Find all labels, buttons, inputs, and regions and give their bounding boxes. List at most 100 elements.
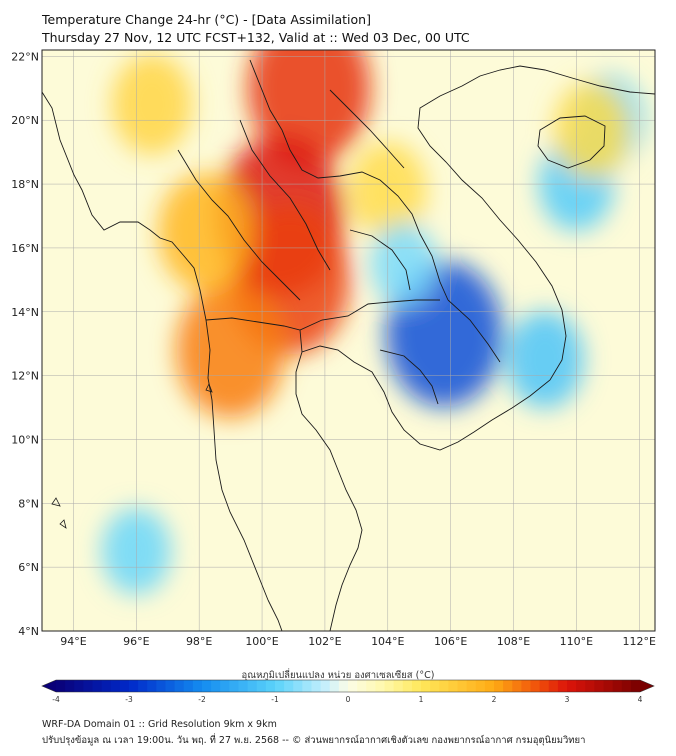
colorbar-cell <box>475 680 486 692</box>
colorbar-cell <box>548 680 559 692</box>
colorbar-cell <box>567 680 577 692</box>
colorbar-cell <box>357 680 367 692</box>
colorbar-tick-label: 2 <box>492 695 497 704</box>
colorbar-cell <box>138 680 148 692</box>
colorbar-cell <box>448 680 458 692</box>
lon-label: 96°E <box>123 635 149 648</box>
colorbar-cell <box>284 680 294 692</box>
temperature-anomaly-8 <box>370 222 437 306</box>
colorbar-cell <box>530 680 541 692</box>
colorbar-cell <box>229 680 239 692</box>
colorbar-tick-label: 0 <box>346 695 351 704</box>
colorbar-cell <box>393 680 404 692</box>
colorbar-cell <box>457 680 468 692</box>
colorbar-cell <box>202 680 212 692</box>
colorbar-cell <box>92 680 103 692</box>
colorbar-cell <box>311 680 322 692</box>
colorbar-cell <box>348 680 358 692</box>
temperature-anomaly-3 <box>176 282 285 418</box>
colorbar-cell <box>612 680 623 692</box>
colorbar-cell <box>156 680 166 692</box>
lat-label: 20°N <box>11 114 39 127</box>
colorbar-cell <box>238 680 249 692</box>
colorbar-cell <box>512 680 522 692</box>
colorbar-cell <box>74 680 84 692</box>
colorbar-cell <box>439 680 449 692</box>
lon-label: 110°E <box>560 635 593 648</box>
colorbar-cell <box>220 680 230 692</box>
colorbar-cell <box>256 680 267 692</box>
temperature-anomaly-5 <box>111 54 193 155</box>
lat-label: 8°N <box>18 497 39 510</box>
colorbar-cell <box>521 680 531 692</box>
colorbar-title: อุณหภูมิเปลี่ยนแปลง หน่วย องศาเซลเซียส (… <box>241 670 435 681</box>
colorbar-tick-label: -3 <box>125 695 133 704</box>
lon-label: 112°E <box>623 635 656 648</box>
colorbar-cell <box>265 680 276 692</box>
colorbar-max-arrow <box>640 680 654 692</box>
colorbar-tick-label: 3 <box>565 695 570 704</box>
colorbar-cell <box>366 680 376 692</box>
colorbar-cell <box>110 680 121 692</box>
colorbar-cell <box>630 680 641 692</box>
colorbar-tick-label: -2 <box>198 695 206 704</box>
colorbar-cell <box>275 680 285 692</box>
lon-label: 104°E <box>371 635 404 648</box>
colorbar-border <box>41 679 655 693</box>
plot-frame <box>41 49 656 632</box>
colorbar-cell <box>402 680 413 692</box>
temperature-anomaly-9 <box>506 311 584 409</box>
colorbar-cell <box>329 680 340 692</box>
lon-label: 98°E <box>186 635 212 648</box>
colorbar-tick-label: 1 <box>419 695 424 704</box>
coastline-and-borders <box>42 59 655 631</box>
update-credit: ปรับปรุงข้อมูล ณ เวลา 19:00น. วัน พฤ. ที… <box>42 735 586 746</box>
colorbar-cell <box>503 680 513 692</box>
colorbar-cell <box>293 680 303 692</box>
colorbar-cell <box>338 680 349 692</box>
map-title: Temperature Change 24-hr (°C) - [Data As… <box>42 12 371 27</box>
temperature-change-map: 94°E 96°E 98°E 100°E 102°E 104°E 106°E 108°E 110… <box>11 49 656 648</box>
colorbar-cell <box>576 680 586 692</box>
lon-label: 102°E <box>308 635 341 648</box>
colorbar-cell <box>165 680 176 692</box>
colorbar-cell <box>484 680 495 692</box>
colorbar-tick-label: -1 <box>271 695 279 704</box>
colorbar-cell <box>192 680 203 692</box>
colorbar-cell <box>129 680 139 692</box>
colorbar-tick-label: 4 <box>638 695 643 704</box>
colorbar-cell <box>384 680 395 692</box>
lat-label: 22°N <box>11 50 39 63</box>
colorbar-cell <box>430 680 440 692</box>
lon-label: 100°E <box>245 635 278 648</box>
colorbar-cell <box>83 680 93 692</box>
map-subtitle: Thursday 27 Nov, 12 UTC FCST+132, Valid … <box>42 30 470 45</box>
colorbar-cell <box>56 680 66 692</box>
lat-label: 4°N <box>18 625 39 638</box>
lat-label: 18°N <box>11 178 39 191</box>
colorbar-cell <box>411 680 422 692</box>
colorbar-cell <box>466 680 477 692</box>
colorbar-cell <box>247 680 258 692</box>
colorbar-cell <box>119 680 130 692</box>
temperature-anomaly-4 <box>158 172 253 291</box>
colorbar-cell <box>174 680 185 692</box>
colorbar-cell <box>147 680 157 692</box>
lon-label: 108°E <box>497 635 530 648</box>
colorbar-cell <box>621 680 632 692</box>
lat-label: 6°N <box>18 561 39 574</box>
latitude-labels: 22°N 20°N 18°N 16°N 14°N 12°N 10°N 8°N 6°N 4°N <box>11 50 39 638</box>
colorbar-min-arrow <box>42 680 56 692</box>
lat-label: 16°N <box>11 242 39 255</box>
lat-label: 10°N <box>11 433 39 446</box>
lat-label: 14°N <box>11 306 39 319</box>
longitude-labels: 94°E 96°E 98°E 100°E 102°E 104°E 106°E 108°E 110… <box>60 635 656 648</box>
lon-label: 94°E <box>60 635 86 648</box>
colorbar-tick-label: -4 <box>52 695 60 704</box>
temperature-field <box>101 50 644 595</box>
colorbar-cell <box>302 680 312 692</box>
lon-label: 106°E <box>434 635 467 648</box>
colorbar-cell <box>375 680 385 692</box>
colorbar-cell <box>101 680 112 692</box>
colorbar-cell <box>183 680 194 692</box>
